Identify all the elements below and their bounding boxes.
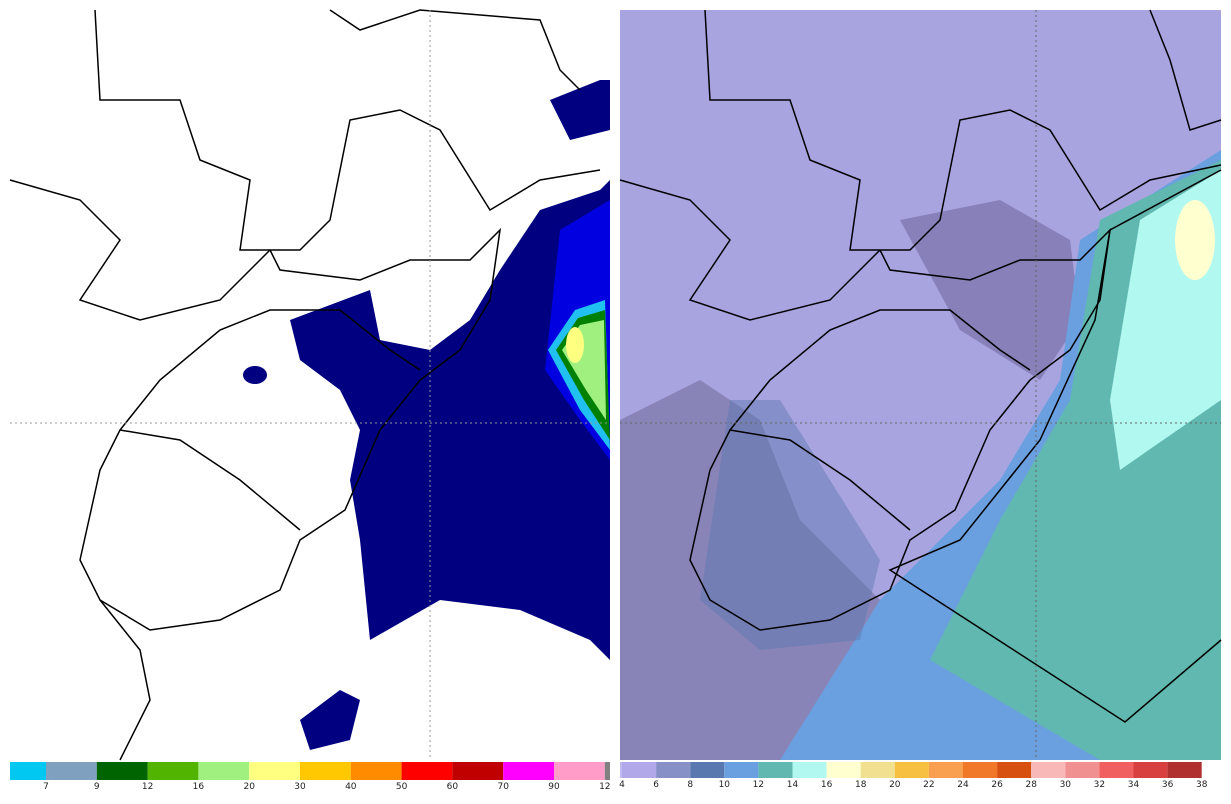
colorbar-label: 32 [1094, 780, 1105, 790]
precip-area [550, 80, 610, 140]
colorbar-label: 30 [1060, 780, 1072, 790]
colorbar-swatch [554, 762, 605, 780]
colorbar-label: 20 [243, 782, 255, 792]
colorbar-label: 4 [619, 780, 625, 790]
colorbar-swatch [860, 762, 895, 778]
precip-area [290, 180, 610, 660]
colorbar-label: 30 [294, 782, 306, 792]
colorbar-label: 14 [787, 780, 799, 790]
field-area [900, 200, 1080, 380]
colorbar-swatch [1065, 762, 1100, 778]
colorbar-swatch [46, 762, 97, 780]
field-area [1175, 200, 1215, 280]
colorbar-swatch [249, 762, 300, 780]
colorbar-swatch [147, 762, 199, 780]
borders [619, 9, 1222, 723]
colorbar-label: 34 [1128, 780, 1140, 790]
colorbar-label: 12 [142, 782, 153, 792]
colorbar-swatch [96, 762, 148, 780]
borders [9, 9, 601, 761]
colorbar-label: 22 [923, 780, 934, 790]
graticule [10, 10, 610, 760]
colorbar-label: 26 [991, 780, 1003, 790]
colorbar-label: 12 [599, 782, 610, 792]
colorbar-label: 36 [1162, 780, 1174, 790]
colorbar-swatch [401, 762, 453, 780]
field-area [700, 400, 880, 650]
colorbar-label: 20 [889, 780, 901, 790]
colorbar-label: 16 [193, 782, 205, 792]
colorbar-swatch [656, 762, 691, 778]
colorbar-swatch [826, 762, 861, 778]
colorbar-label: 60 [447, 782, 459, 792]
precip-area [243, 366, 267, 384]
colorbar-label: 7 [43, 782, 49, 792]
colorbar-label: 28 [1025, 780, 1037, 790]
colorbar-label: 90 [548, 782, 560, 792]
colorbar-swatch [928, 762, 963, 778]
colorbar-label: 16 [821, 780, 833, 790]
colorbar-label: 18 [855, 780, 867, 790]
colorbar-swatch [622, 762, 657, 778]
colorbar-swatch [997, 762, 1032, 778]
colorbar-label: 38 [1196, 780, 1208, 790]
left-map [9, 9, 610, 761]
colorbar-swatch [620, 762, 622, 778]
precip-area [566, 327, 584, 363]
colorbar-label: 12 [753, 780, 764, 790]
colorbar-swatch [604, 762, 610, 780]
colorbar-label: 24 [957, 780, 969, 790]
colorbar-swatch [758, 762, 793, 778]
colorbar-swatch [300, 762, 351, 780]
colorbar-label: 40 [345, 782, 357, 792]
precip-area [300, 690, 360, 750]
colorbar-label: 70 [497, 782, 509, 792]
colorbar-label: 6 [653, 780, 659, 790]
colorbar-label: 10 [719, 780, 731, 790]
colorbar-swatch [894, 762, 929, 778]
colorbar-swatch [1031, 762, 1066, 778]
colorbar-swatch [690, 762, 725, 778]
colorbar-swatch [452, 762, 504, 780]
colorbar-label: 8 [687, 780, 693, 790]
colorbar-swatch [350, 762, 402, 780]
right-map [619, 9, 1222, 760]
colorbar-label: 50 [396, 782, 408, 792]
colorbars: 7 9 12 16 20 30 40 50 60 70 90 12 4 6 8 10 12 14 16 18 20 22 2… [10, 762, 1208, 792]
field-area [620, 380, 900, 760]
colorbar-swatch [792, 762, 827, 778]
colorbar-swatch [503, 762, 554, 780]
graticule [620, 10, 1221, 760]
colorbar-swatch [198, 762, 250, 780]
colorbar-swatch [963, 762, 998, 778]
colorbar-label: 9 [94, 782, 100, 792]
colorbar-swatch [10, 762, 46, 780]
colorbar-swatch [1133, 762, 1168, 778]
colorbar-swatch [1167, 762, 1202, 778]
colorbar-swatch [1099, 762, 1134, 778]
colorbar-swatch [724, 762, 759, 778]
